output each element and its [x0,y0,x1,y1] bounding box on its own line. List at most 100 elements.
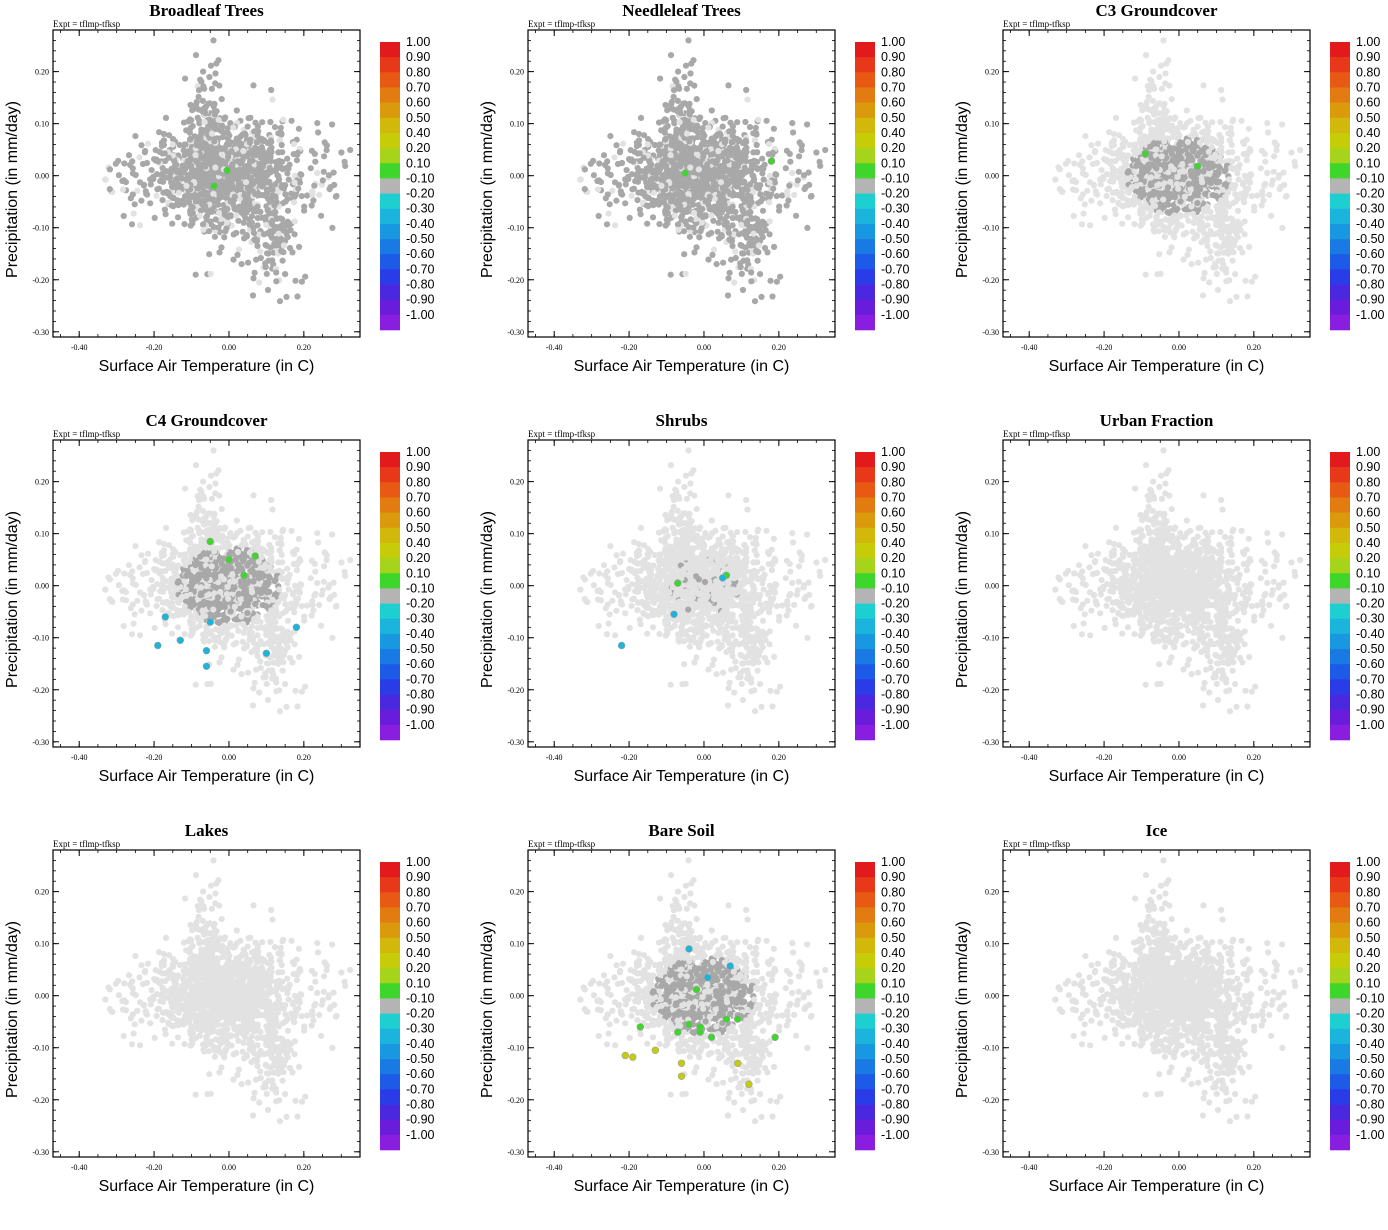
grey-point [295,125,302,132]
grey-point [753,247,760,255]
grey-point [713,172,720,179]
grey-point [308,147,315,154]
grey-point [741,164,748,171]
background-point [1242,191,1249,198]
colorbar-swatch [855,284,875,300]
background-point [1265,129,1272,136]
grey-point [268,197,275,204]
colorbar-swatch [855,132,875,149]
grey-point [581,186,588,193]
grey-point [695,202,702,209]
grey-point [215,57,222,64]
grey-point [242,190,249,197]
grey-point [237,185,244,193]
grey-point [249,157,256,164]
background-point [1056,166,1063,173]
background-point [1145,87,1153,94]
highlight-point [767,157,776,165]
background-point [1165,169,1172,176]
colorbar-label: 0.40 [406,126,430,140]
grey-point [229,161,236,168]
grey-point [1194,185,1201,192]
background-point [280,242,287,249]
background-point [1248,193,1255,200]
grey-point [748,278,755,285]
grey-point [231,193,238,200]
grey-point [754,257,761,264]
grey-point [327,184,334,191]
grey-point [664,217,671,224]
grey-point [687,70,694,77]
grey-point [286,244,294,252]
grey-point [119,177,126,185]
grey-point [800,172,808,179]
background-point [175,189,182,196]
grey-point [715,219,722,226]
grey-point [218,96,225,103]
grey-point [238,172,245,179]
grey-point [241,130,248,137]
grey-point [744,257,751,264]
background-point [1279,224,1286,231]
background-point [1147,207,1155,214]
background-point [1160,37,1167,44]
grey-point [742,137,749,144]
grey-point [189,217,196,224]
y-tick-label: 0.10 [510,120,524,129]
grey-point [199,221,207,228]
grey-point [678,146,685,153]
colorbar-swatch [380,208,400,225]
background-point [1291,158,1298,165]
background-point [1148,78,1155,85]
grey-point [207,62,215,69]
grey-point [677,140,684,147]
grey-point [604,158,611,165]
grey-point [656,221,663,228]
background-point [1137,101,1144,109]
grey-point [192,52,200,59]
colorbar-label: 0.20 [406,141,430,155]
grey-point [222,228,229,235]
grey-point [685,204,692,211]
background-point [1174,125,1181,132]
grey-point [804,121,811,128]
background-point [1245,125,1252,132]
background-point [1150,226,1157,233]
grey-point [249,292,257,299]
grey-point [187,136,194,143]
background-point [1259,188,1266,195]
grey-point [269,257,276,264]
background-point [1158,130,1166,137]
background-point [1094,140,1102,147]
grey-point [279,257,286,264]
grey-point [783,147,790,154]
grey-point [656,193,664,200]
colorbar-label: -0.40 [881,217,910,231]
grey-point [748,199,755,206]
background-point [717,179,725,186]
grey-point [234,158,241,165]
background-point [1154,125,1162,133]
background-point [1219,186,1226,193]
background-point [667,152,674,159]
background-point [766,172,773,179]
y-axis-label: Precipitation (in mm/day) [4,101,21,278]
grey-point [667,271,674,278]
grey-point [649,169,656,176]
grey-point [642,168,649,176]
colorbar-label: -0.60 [881,247,910,261]
panel-title: Broadleaf Trees [149,1,264,20]
background-point [1132,176,1139,183]
grey-point [727,119,734,126]
grey-point [714,157,721,164]
background-point [1110,178,1117,185]
colorbar-swatch [380,132,400,149]
grey-point [266,154,273,161]
grey-point [728,237,736,244]
grey-point [1176,141,1183,148]
grey-point [661,116,669,123]
grey-point [613,142,620,149]
background-point [1205,148,1212,155]
background-point [1110,130,1117,138]
